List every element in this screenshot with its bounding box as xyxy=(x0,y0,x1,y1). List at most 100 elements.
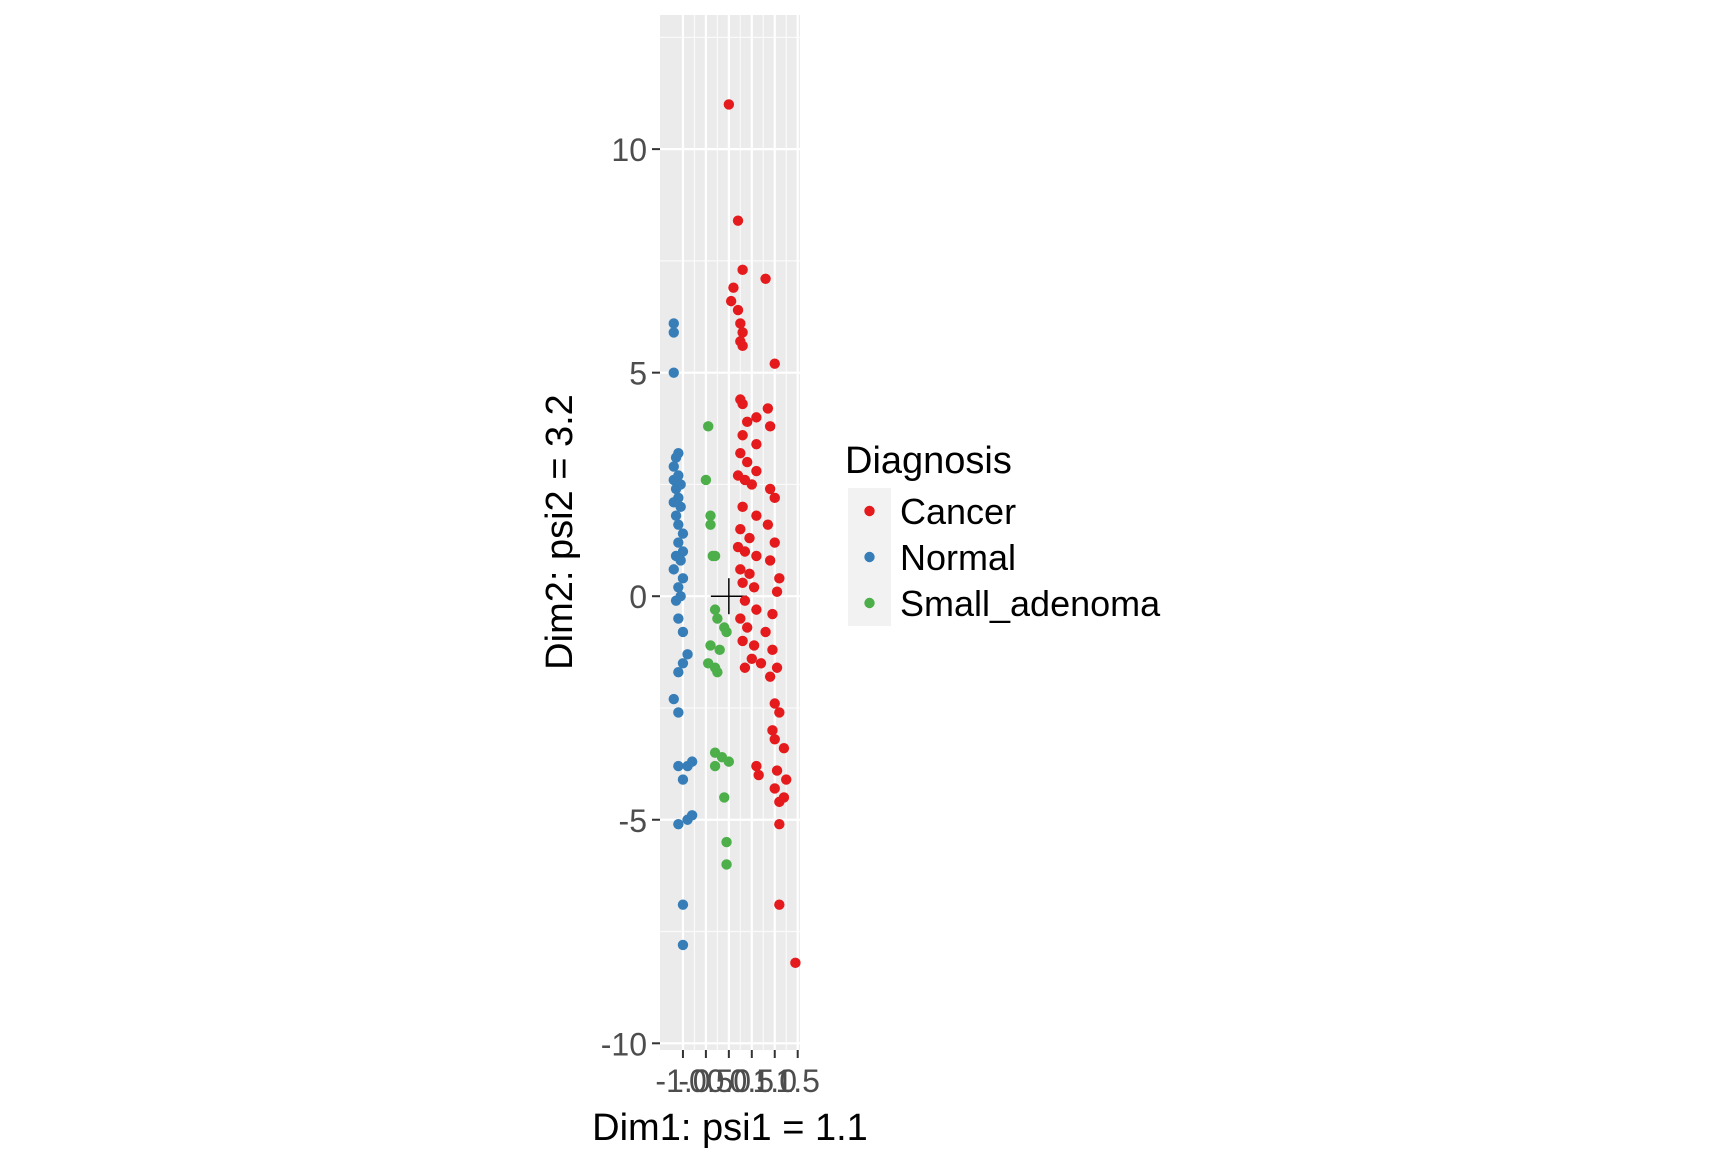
x-tick-label: 1.0 xyxy=(753,1063,797,1099)
data-point xyxy=(739,546,751,557)
legend-item-label: Cancer xyxy=(900,491,1016,532)
data-point xyxy=(771,765,783,776)
data-point xyxy=(677,774,689,785)
data-point xyxy=(723,756,735,767)
data-point xyxy=(721,859,732,870)
y-axis: -10 -5 0 5 10 xyxy=(601,132,660,1062)
data-point xyxy=(769,783,780,794)
data-point xyxy=(677,626,689,638)
data-point xyxy=(751,604,762,615)
data-point xyxy=(677,939,689,951)
data-point xyxy=(675,501,686,512)
data-point xyxy=(769,734,780,745)
data-point xyxy=(755,658,767,669)
legend-key-symbol xyxy=(864,597,875,609)
data-point xyxy=(762,519,774,530)
data-point xyxy=(735,564,746,575)
scatter-points xyxy=(668,99,801,969)
series-cancer xyxy=(723,99,801,969)
data-point xyxy=(774,899,785,910)
data-point xyxy=(670,483,682,495)
data-point xyxy=(702,421,714,432)
data-point xyxy=(714,644,725,656)
data-point xyxy=(735,523,746,535)
data-point xyxy=(735,447,746,459)
x-tick-label: -1.0 xyxy=(655,1063,710,1099)
x-tick-label: -0.5 xyxy=(678,1063,733,1099)
data-point xyxy=(668,327,679,338)
data-point xyxy=(677,573,689,584)
data-point xyxy=(753,769,764,781)
data-point xyxy=(673,667,684,678)
data-point xyxy=(744,532,755,544)
data-point xyxy=(739,662,751,673)
data-point xyxy=(742,456,753,468)
data-point xyxy=(670,452,682,463)
legend-item-cancer: Cancer xyxy=(848,488,1016,534)
data-point xyxy=(764,421,776,432)
data-point xyxy=(719,792,730,803)
data-point xyxy=(673,519,684,530)
data-point xyxy=(682,814,693,825)
data-point xyxy=(705,640,716,651)
data-point xyxy=(767,725,778,736)
data-point xyxy=(748,640,760,651)
legend-title: Diagnosis xyxy=(845,440,1012,482)
data-point xyxy=(709,760,721,772)
data-point xyxy=(709,604,721,615)
data-point xyxy=(751,439,762,450)
data-point xyxy=(723,99,735,110)
origin-cross xyxy=(710,578,747,615)
data-point xyxy=(735,318,746,329)
series-normal xyxy=(668,318,698,951)
data-point xyxy=(790,957,801,969)
x-axis-title: Dim1: psi1 = 1.1 xyxy=(592,1107,868,1149)
data-point xyxy=(751,760,762,772)
data-point xyxy=(742,416,753,428)
legend-item-normal: Normal xyxy=(848,534,1016,580)
data-point xyxy=(721,836,732,848)
data-point xyxy=(712,613,723,624)
data-point xyxy=(774,573,785,584)
legend: Diagnosis Cancer Normal Small_adenoma xyxy=(845,440,1161,626)
data-point xyxy=(737,577,748,588)
data-point xyxy=(700,474,712,486)
data-point xyxy=(712,667,723,678)
data-point xyxy=(735,613,746,624)
data-point xyxy=(769,537,780,548)
x-axis: -1.0-0.50.00.51.01.5 xyxy=(655,1050,820,1099)
data-point xyxy=(682,760,693,772)
y-tick-label: -10 xyxy=(601,1026,647,1062)
data-point xyxy=(673,707,684,718)
data-point xyxy=(673,760,684,772)
data-point xyxy=(742,622,753,633)
x-tick-label: 0.0 xyxy=(707,1063,751,1099)
data-point xyxy=(746,653,758,665)
y-tick-label: -5 xyxy=(619,803,647,839)
data-point xyxy=(769,492,780,504)
data-point xyxy=(781,774,792,785)
data-point xyxy=(737,635,748,647)
data-point xyxy=(677,899,689,910)
x-tick-label: 1.5 xyxy=(775,1063,819,1099)
data-point xyxy=(760,273,771,284)
data-point xyxy=(668,693,679,705)
data-point xyxy=(737,430,748,441)
data-point xyxy=(728,282,739,293)
data-point xyxy=(668,367,679,378)
data-point xyxy=(774,707,785,718)
data-point xyxy=(764,671,776,682)
data-point xyxy=(751,412,762,423)
data-point xyxy=(732,215,744,226)
data-point xyxy=(673,819,684,830)
y-tick-label: 0 xyxy=(629,579,647,615)
data-point xyxy=(767,608,778,620)
y-tick-label: 10 xyxy=(611,132,647,168)
data-point xyxy=(673,582,684,593)
data-point xyxy=(769,358,780,369)
legend-items: Cancer Normal Small_adenoma xyxy=(848,488,1161,626)
data-point xyxy=(705,510,716,521)
y-tick-label: 5 xyxy=(629,356,647,392)
y-axis-title: Dim2: psi2 = 3.2 xyxy=(539,394,581,670)
